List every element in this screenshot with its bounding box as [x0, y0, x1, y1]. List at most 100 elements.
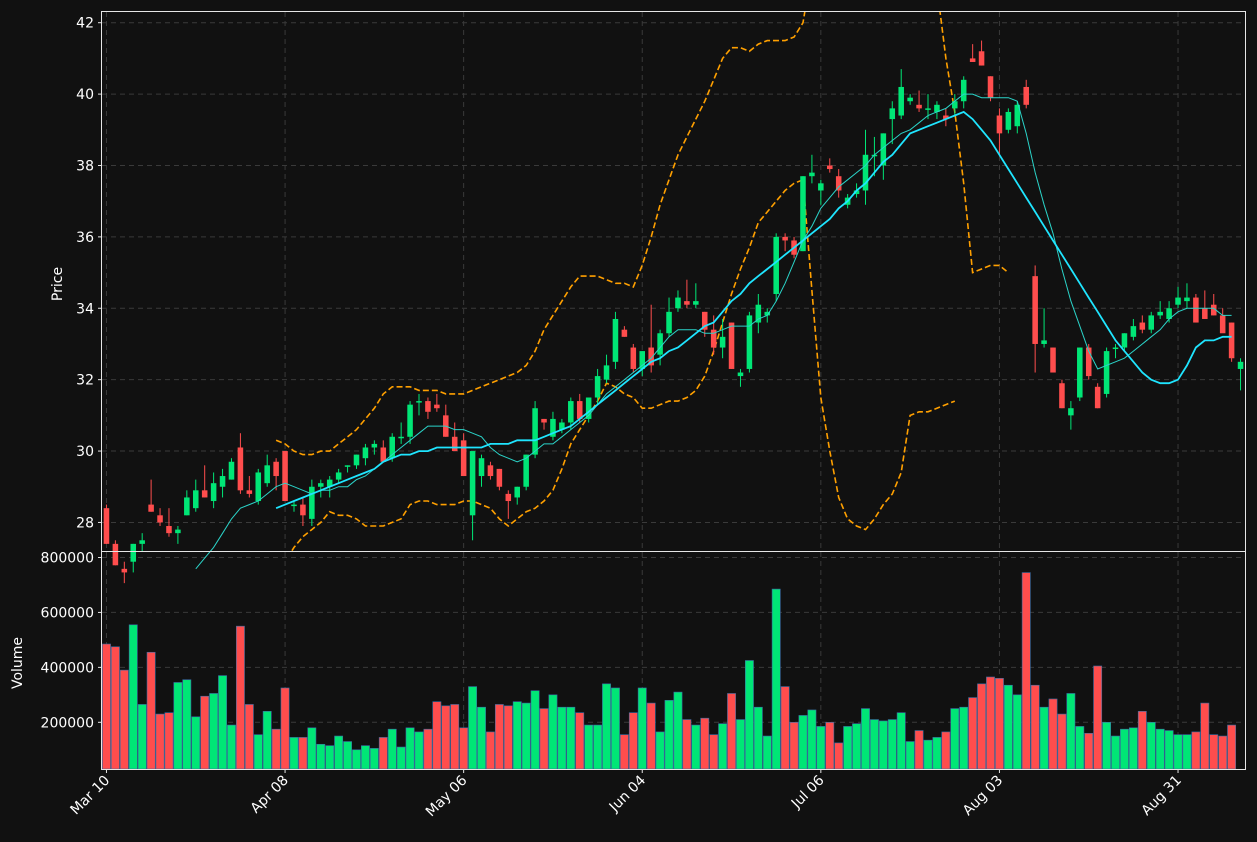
volume-tick-label: 800000 [41, 550, 94, 566]
volume-bar [968, 697, 978, 770]
volume-bar [343, 741, 352, 770]
candle-body [666, 311, 672, 334]
volume-bar [1021, 572, 1031, 770]
candle-body [1005, 111, 1012, 130]
volume-bar [682, 719, 692, 770]
price-axis-label: Price [50, 267, 66, 301]
candle-body [594, 376, 601, 398]
volume-tick-label: 400000 [41, 660, 94, 676]
volume-bar [619, 734, 629, 770]
candle-body [657, 333, 663, 355]
x-tick-label: Jun 04 [606, 772, 649, 815]
volume-bar [861, 708, 870, 770]
candle-body [862, 154, 869, 191]
x-tick-label: Jul 06 [788, 772, 828, 812]
candle-body [478, 458, 485, 477]
volume-bar [825, 722, 835, 770]
volume-bar [1164, 730, 1174, 770]
candle-body [853, 190, 860, 195]
candle-body [148, 504, 154, 512]
candle-body [175, 529, 181, 534]
candle-body [916, 104, 922, 109]
candle-body [389, 436, 395, 459]
volume-bar [932, 737, 942, 770]
candle-body [728, 322, 735, 369]
volume-bar [771, 588, 781, 770]
volume-bar [914, 730, 924, 770]
candle-body [639, 351, 646, 369]
volume-bar [628, 712, 638, 770]
candle-body [907, 97, 913, 102]
candle-body [987, 76, 994, 98]
x-tick-label: Aug 31 [1138, 773, 1184, 819]
candle-body [1112, 347, 1119, 350]
volume-bar [995, 678, 1004, 770]
candle-body [746, 315, 753, 369]
candle-body [764, 311, 771, 316]
volume-bar [584, 724, 594, 770]
volume-bar [762, 735, 772, 770]
candle-body [1085, 347, 1092, 377]
volume-bar [405, 727, 415, 770]
candle-body [1023, 86, 1029, 105]
candle-body [1059, 383, 1065, 409]
volume-bar [262, 711, 272, 770]
candle-body [952, 101, 958, 109]
volume-bar [459, 727, 469, 770]
candle-body [228, 461, 235, 480]
volume-bar [977, 683, 986, 770]
volume-bar [477, 706, 486, 770]
volume-bar [744, 660, 754, 770]
candle-body [550, 418, 556, 437]
candle-body [1166, 308, 1172, 319]
volume-bar [959, 706, 969, 770]
candle-body [719, 336, 726, 348]
candle-body [130, 543, 137, 562]
candle-body [1148, 315, 1155, 330]
candle-body [621, 329, 628, 337]
volume-bar [548, 694, 558, 770]
volume-bar [878, 720, 888, 770]
volume-bar [468, 686, 477, 770]
volume-bar [646, 702, 656, 770]
candle-body [103, 508, 110, 544]
volume-bar [316, 743, 326, 770]
volume-bar [1200, 702, 1210, 770]
volume-bar [1209, 734, 1219, 770]
ma-slow-line [275, 110, 1232, 510]
volume-bar [102, 643, 111, 770]
volume-bar [137, 704, 147, 770]
volume-bar [1012, 694, 1022, 770]
candle-body [1068, 408, 1074, 416]
candle-body [710, 329, 717, 348]
volume-bar [503, 705, 513, 770]
price-tick-label: 38 [76, 158, 94, 174]
volume-bar [655, 731, 665, 770]
volume-bar [950, 708, 960, 770]
volume-bar [173, 682, 183, 770]
volume-bar [593, 724, 603, 770]
volume-bar [200, 695, 210, 770]
candle-body [1094, 386, 1101, 409]
x-tick-label: Mar 10 [68, 773, 114, 819]
volume-bar [1003, 684, 1013, 770]
candle-body [996, 115, 1003, 134]
volume-bar [441, 705, 451, 770]
price-tick-label: 36 [76, 230, 94, 246]
volume-bar [1173, 734, 1183, 770]
volume-bar [1075, 726, 1085, 770]
volume-bar [369, 748, 379, 770]
candle-body [541, 418, 547, 423]
volume-bar [378, 737, 388, 770]
volume-bar [298, 737, 308, 770]
volume-bar [361, 745, 370, 770]
volume-bar [530, 690, 540, 770]
candle-body [210, 483, 217, 502]
price-panel-frame [101, 11, 1246, 552]
price-tick-label: 30 [76, 444, 94, 460]
candle-body [523, 454, 529, 487]
candle-body [1041, 340, 1047, 344]
volume-tick-label: 600000 [41, 605, 94, 621]
candle-body [1077, 347, 1083, 398]
volume-bar [271, 728, 281, 770]
